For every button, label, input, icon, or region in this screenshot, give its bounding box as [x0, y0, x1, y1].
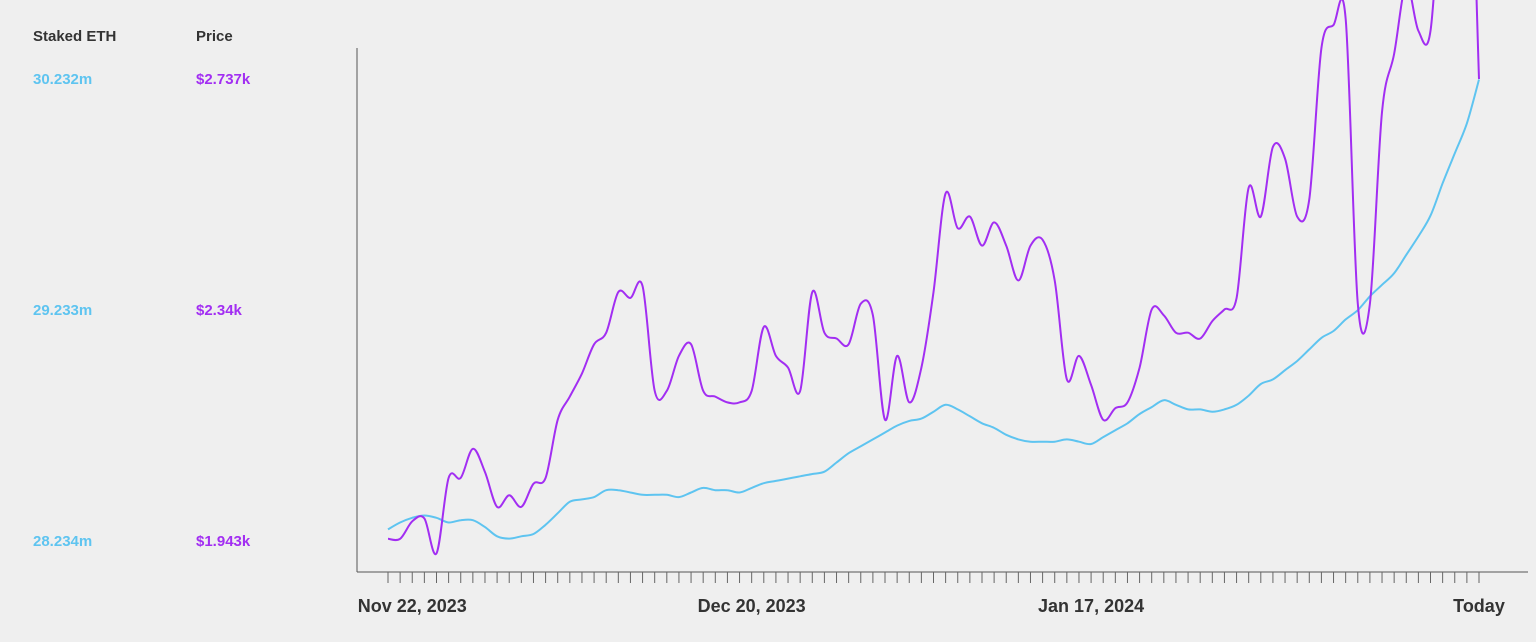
- staked-tick-mid: 29.233m: [33, 302, 93, 319]
- x-axis-label: Jan 17, 2024: [1038, 596, 1144, 616]
- legend-header-price: Price: [196, 28, 233, 45]
- price-tick-top: $2.737k: [196, 71, 251, 88]
- x-axis-label: Dec 20, 2023: [698, 596, 806, 616]
- staked-tick-bottom: 28.234m: [33, 533, 93, 550]
- staked-eth-line: [387, 79, 1480, 540]
- legend-header-staked: Staked ETH: [33, 28, 117, 45]
- price-tick-mid: $2.34k: [196, 302, 242, 319]
- x-axis-label: Today: [1453, 596, 1505, 616]
- staked-tick-top: 30.232m: [33, 71, 93, 88]
- price-tick-bottom: $1.943k: [196, 533, 251, 550]
- price-line: [387, 0, 1480, 556]
- x-axis-label: Nov 22, 2023: [358, 596, 467, 616]
